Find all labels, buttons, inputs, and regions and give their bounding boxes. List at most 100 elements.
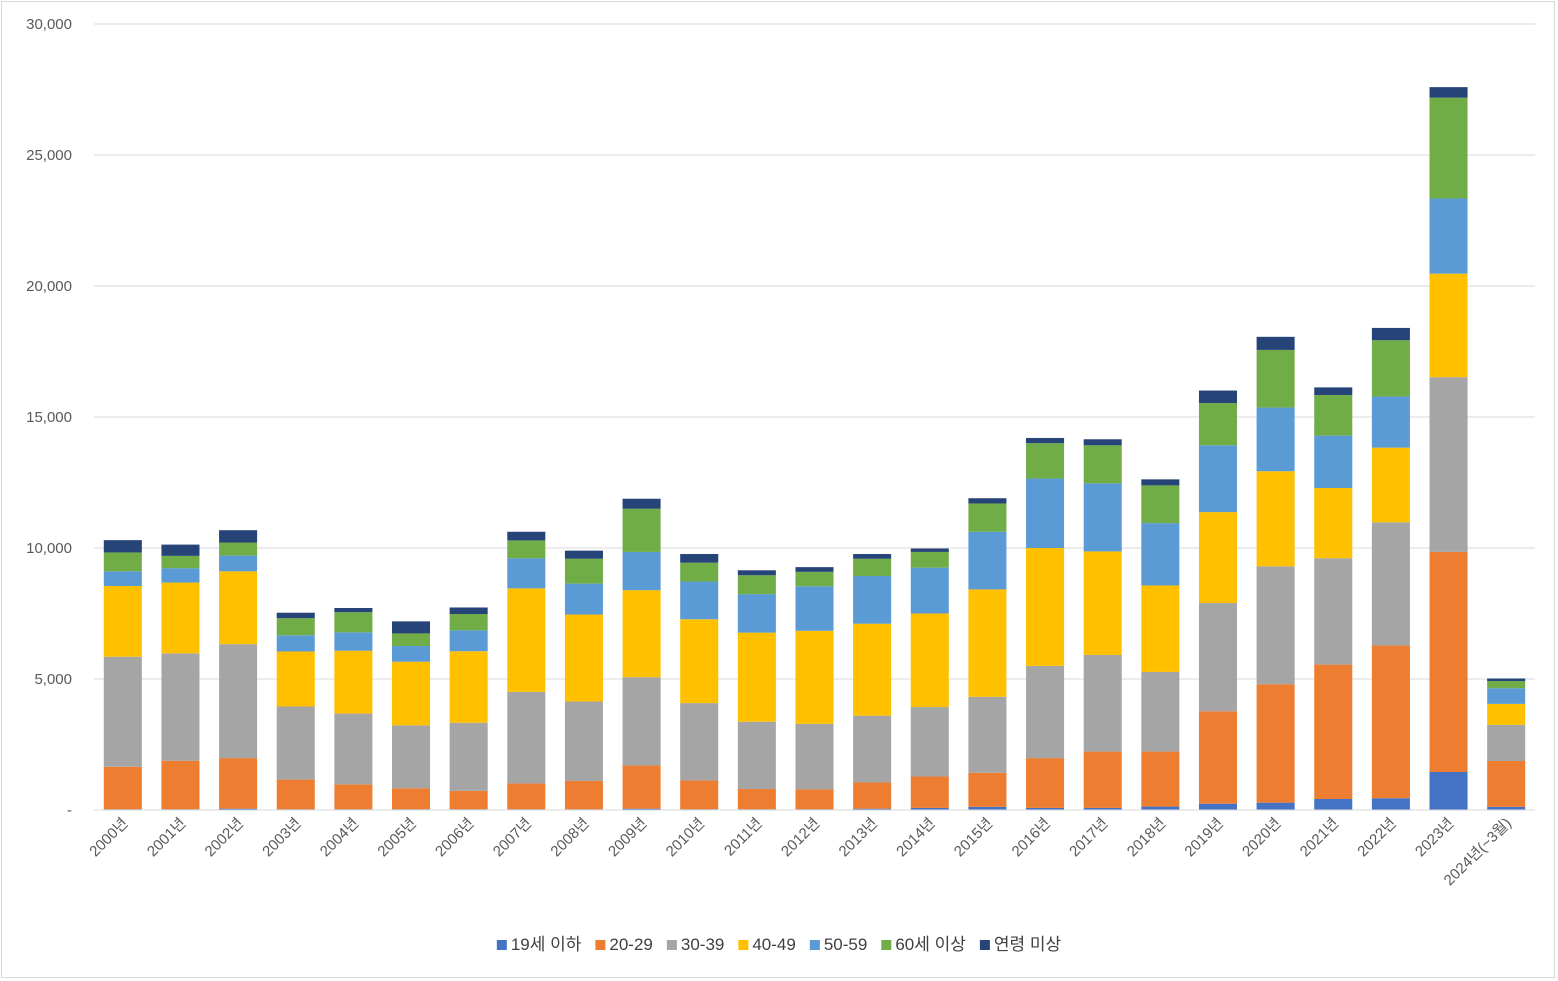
x-tick-label: 2023년 — [1412, 815, 1457, 860]
bar-segment — [1026, 443, 1065, 479]
legend: 19세 이하 20-29 30-39 40-49 50-59 60세 이상 연령 미상 — [496, 935, 1062, 954]
bar-segment — [622, 508, 661, 552]
bar-segment — [1487, 806, 1526, 810]
bar-segment — [910, 548, 949, 552]
bar-segment — [795, 586, 834, 631]
bar-segment — [1371, 798, 1410, 810]
bar-stack — [391, 621, 431, 810]
bar-segment — [1026, 548, 1065, 666]
bar-segment — [1314, 558, 1353, 665]
bar-segment — [853, 554, 892, 559]
bar-segment — [1371, 645, 1410, 799]
bar-segment — [1487, 678, 1526, 682]
bar-segment — [1083, 654, 1122, 752]
bar-segment — [1141, 479, 1180, 486]
bar-segment — [1198, 603, 1238, 712]
bar-segment — [853, 782, 892, 809]
bar-segment — [795, 723, 834, 790]
bar-segment — [1487, 681, 1526, 689]
bar-stack — [1141, 479, 1180, 810]
legend-item: 40-49 — [738, 935, 796, 954]
x-tick-label: 2003년 — [259, 815, 304, 860]
bar-segment — [334, 650, 373, 714]
bar-segment — [737, 721, 776, 790]
bar-segment — [1198, 445, 1238, 513]
bar-stack — [1487, 678, 1526, 810]
bar-segment — [449, 607, 488, 615]
bar-segment — [795, 630, 834, 724]
bar-segment — [680, 562, 719, 582]
bar-segment — [1026, 807, 1065, 810]
bar-segment — [1314, 798, 1353, 810]
bar-segment — [1083, 551, 1122, 655]
bar-segment — [276, 612, 315, 619]
bar-segment — [334, 607, 373, 613]
bar-stack — [795, 567, 834, 810]
bar-segment — [103, 552, 142, 572]
x-tick-label: 2009년 — [605, 815, 650, 860]
y-tick-label: 25,000 — [26, 147, 72, 164]
bar-segment — [968, 696, 1007, 773]
bar-segment — [276, 635, 315, 652]
bar-stack — [334, 607, 373, 810]
bar-segment — [1198, 390, 1238, 404]
bar-segment — [622, 808, 661, 810]
bar-segment — [1371, 396, 1410, 448]
x-tick-label: 2012년 — [778, 815, 823, 860]
bar-segment — [507, 691, 546, 784]
bar-segment — [276, 651, 315, 707]
bar-segment — [1429, 87, 1468, 98]
bar-segment — [334, 612, 373, 633]
bar-segment — [795, 571, 834, 587]
bar-stack — [507, 531, 546, 810]
bar-segment — [161, 544, 200, 556]
bar-segment — [910, 707, 949, 777]
bar-stack — [1314, 387, 1353, 810]
legend-item: 50-59 — [809, 935, 867, 954]
bar-segment — [1198, 711, 1238, 804]
bar-segment — [391, 645, 431, 662]
bar-segment — [1026, 758, 1065, 808]
x-tick-label: 2019년 — [1181, 815, 1226, 860]
bar-stack — [219, 530, 258, 810]
bar-segment — [219, 542, 258, 556]
bar-segment — [219, 555, 258, 572]
bar-segment — [1083, 445, 1122, 484]
bar-segment — [103, 571, 142, 586]
y-tick-label: 10,000 — [26, 540, 72, 557]
bar-segment — [1198, 803, 1238, 810]
x-tick-label: 2021년 — [1297, 815, 1342, 860]
y-tick-label: 20,000 — [26, 278, 72, 295]
bar-segment — [968, 498, 1007, 504]
bar-segment — [1487, 724, 1526, 762]
bar-segment — [1256, 471, 1295, 567]
bar-segment — [1487, 688, 1526, 704]
bar-segment — [564, 614, 603, 702]
bar-segment — [161, 582, 200, 654]
bar-segment — [1314, 664, 1353, 799]
x-tick-label: 2018년 — [1124, 815, 1169, 860]
legend-swatch — [881, 940, 892, 950]
bar-segment — [1141, 806, 1180, 810]
bar-segment — [1026, 437, 1065, 444]
bar-segment — [1429, 377, 1468, 552]
legend-swatch — [595, 940, 606, 950]
bar-segment — [737, 570, 776, 576]
bar-segment — [853, 715, 892, 783]
bar-segment — [622, 498, 661, 509]
bar-segment — [680, 619, 719, 704]
bar-segment — [334, 784, 373, 810]
bar-segment — [161, 568, 200, 583]
bar-stack — [1198, 390, 1238, 810]
bar-segment — [276, 779, 315, 810]
bar-segment — [1487, 761, 1526, 807]
bar-stack — [737, 570, 776, 810]
bar-segment — [910, 807, 949, 810]
bar-segment — [622, 590, 661, 678]
bar-segment — [391, 661, 431, 726]
bar-segment — [103, 585, 142, 657]
legend-item: 연령 미상 — [979, 935, 1062, 954]
bar-segment — [391, 725, 431, 789]
x-tick-label: 2013년 — [836, 815, 881, 860]
bar-segment — [968, 806, 1007, 810]
